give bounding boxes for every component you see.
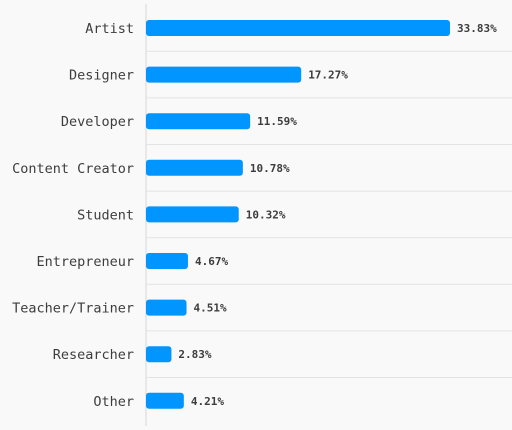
category-label: Other [93,394,134,410]
value-label: 4.21% [191,395,224,408]
value-label: 11.59% [257,115,297,128]
bar[interactable] [146,392,184,409]
category-label: Designer [69,68,134,84]
category-label: Content Creator [12,161,134,177]
bar[interactable] [146,253,188,269]
category-label: Teacher/Trainer [12,301,134,317]
value-label: 10.32% [246,208,286,221]
value-label: 2.83% [178,348,211,361]
category-label: Developer [61,114,134,130]
category-label: Artist [85,21,134,37]
category-label: Entrepreneur [36,254,134,270]
value-label: 17.27% [308,69,348,82]
value-label: 10.78% [250,162,290,175]
bar[interactable] [146,113,251,130]
bar[interactable] [146,206,239,223]
value-label: 33.83% [457,22,497,35]
bar[interactable] [146,299,187,316]
value-label: 4.51% [194,302,227,315]
bar[interactable] [146,159,243,176]
value-label: 4.67% [195,255,228,268]
category-label: Researcher [53,347,134,363]
bar[interactable] [146,66,302,83]
category-label: Student [77,207,134,223]
bar-rows: Artist 33.83% Designer 17.27% Developer 11.59… [12,20,512,410]
bar[interactable] [146,20,450,36]
bar[interactable] [146,346,172,363]
